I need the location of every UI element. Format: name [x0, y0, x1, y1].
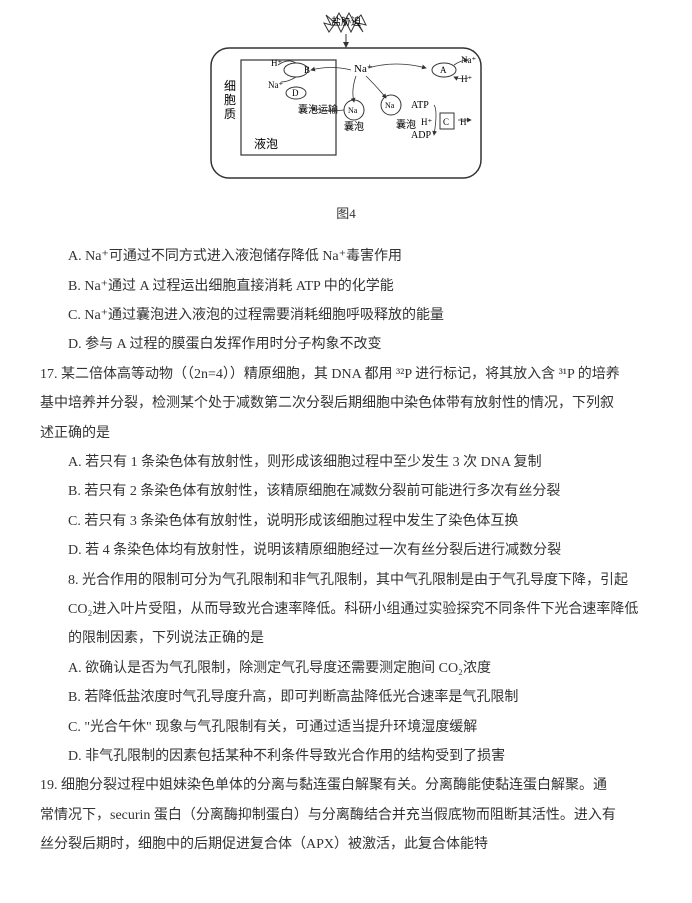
- diagram-caption: 图4: [40, 200, 652, 227]
- atp-label: ATP: [411, 100, 429, 111]
- vesicle-1-label: 囊泡: [344, 120, 364, 133]
- arrow-na-b: [281, 77, 296, 82]
- na-center: Na⁺: [354, 63, 373, 75]
- adp-label: ADP: [411, 130, 431, 141]
- q16-opt-a: A. Na⁺可通过不同方式进入液泡储存降低 Na⁺毒害作用: [40, 242, 652, 271]
- top-spiky-shape: 盐胁迫: [324, 13, 366, 32]
- na-right-out: Na⁺: [461, 55, 476, 65]
- label-c: C: [443, 117, 449, 127]
- q18-stem-3: 的限制因素，下列说法正确的是: [40, 624, 652, 653]
- arrow-na-down2: [366, 76, 386, 98]
- top-label-text: 盐胁迫: [331, 15, 361, 28]
- q18-stem-1: 8. 光合作用的限制可分为气孔限制和非气孔限制，其中气孔限制是由于气孔导度下降，…: [40, 566, 652, 595]
- label-b: B: [304, 65, 310, 75]
- q17-opt-c: C. 若只有 3 条染色体有放射性，说明形成该细胞过程中发生了染色体互换: [40, 507, 652, 536]
- q18-opt-d: D. 非气孔限制的因素包括某种不利条件导致光合作用的结构受到了损害: [40, 742, 652, 771]
- cytoplasm-label: 细 胞 质: [224, 79, 239, 121]
- arrow-na-left: [311, 68, 351, 71]
- arrow-na-right: [368, 64, 426, 68]
- top-arrowhead: [343, 42, 349, 48]
- q16-opt-c: C. Na⁺通过囊泡进入液泡的过程需要消耗细胞呼吸释放的能量: [40, 301, 652, 330]
- h-c-left: H⁺: [421, 117, 432, 127]
- q17-stem-1: 17. 某二倍体高等动物（（2n=4））精原细胞，其 DNA 都用 ³²P 进行…: [40, 360, 652, 389]
- cell-diagram: 盐胁迫 细 胞 质 液泡 B H⁺ Na⁺ D Na⁺: [196, 10, 496, 190]
- h-c-right: H: [460, 117, 467, 127]
- q19-stem-2: 常情况下，securin 蛋白（分离酶抑制蛋白）与分离酶结合并充当假底物而阻断其…: [40, 801, 652, 830]
- q18-stem-2: CO₂进入叶片受阻，从而导致光合速率降低。科研小组通过实验探究不同条件下光合速率…: [40, 595, 652, 624]
- q17-stem-2: 基中培养并分裂，检测某个处于减数第二次分裂后期细胞中染色体带有放射性的情况，下列…: [40, 389, 652, 418]
- q19-stem-3: 丝分裂后期时，细胞中的后期促进复合体（APX）被激活，此复合体能特: [40, 830, 652, 859]
- vesicle-1-na: Na: [348, 106, 358, 115]
- vesicle-2-na: Na: [385, 101, 395, 110]
- q16-opt-d: D. 参与 A 过程的膜蛋白发挥作用时分子构象不改变: [40, 330, 652, 359]
- arrow-na-down1: [353, 76, 356, 102]
- q17-opt-b: B. 若只有 2 条染色体有放射性，该精原细胞在减数分裂前可能进行多次有丝分裂: [40, 477, 652, 506]
- q18-opt-c: C. "光合午休" 现象与气孔限制有关，可通过适当提升环境湿度缓解: [40, 713, 652, 742]
- q16-opt-b: B. Na⁺通过 A 过程运出细胞直接消耗 ATP 中的化学能: [40, 272, 652, 301]
- q17-opt-d: D. 若 4 条染色体均有放射性，说明该精原细胞经过一次有丝分裂后进行减数分裂: [40, 536, 652, 565]
- q19-stem-1: 19. 细胞分裂过程中姐妹染色单体的分离与黏连蛋白解聚有关。分离酶能使黏连蛋白解…: [40, 771, 652, 800]
- na-left: Na⁺: [268, 80, 283, 90]
- vacuole-label: 液泡: [254, 136, 278, 151]
- label-d: D: [292, 88, 299, 98]
- q17-stem-3: 述正确的是: [40, 419, 652, 448]
- label-a: A: [440, 65, 447, 75]
- q18-opt-b: B. 若降低盐浓度时气孔导度升高，即可判断高盐降低光合速率是气孔限制: [40, 683, 652, 712]
- arrow-atp-adp: [434, 105, 436, 135]
- diagram-container: 盐胁迫 细 胞 质 液泡 B H⁺ Na⁺ D Na⁺: [40, 10, 652, 190]
- q17-opt-a: A. 若只有 1 条染色体有放射性，则形成该细胞过程中至少发生 3 次 DNA …: [40, 448, 652, 477]
- q18-opt-a: A. 欲确认是否为气孔限制，除测定气孔导度还需要测定胞间 CO₂浓度: [40, 654, 652, 683]
